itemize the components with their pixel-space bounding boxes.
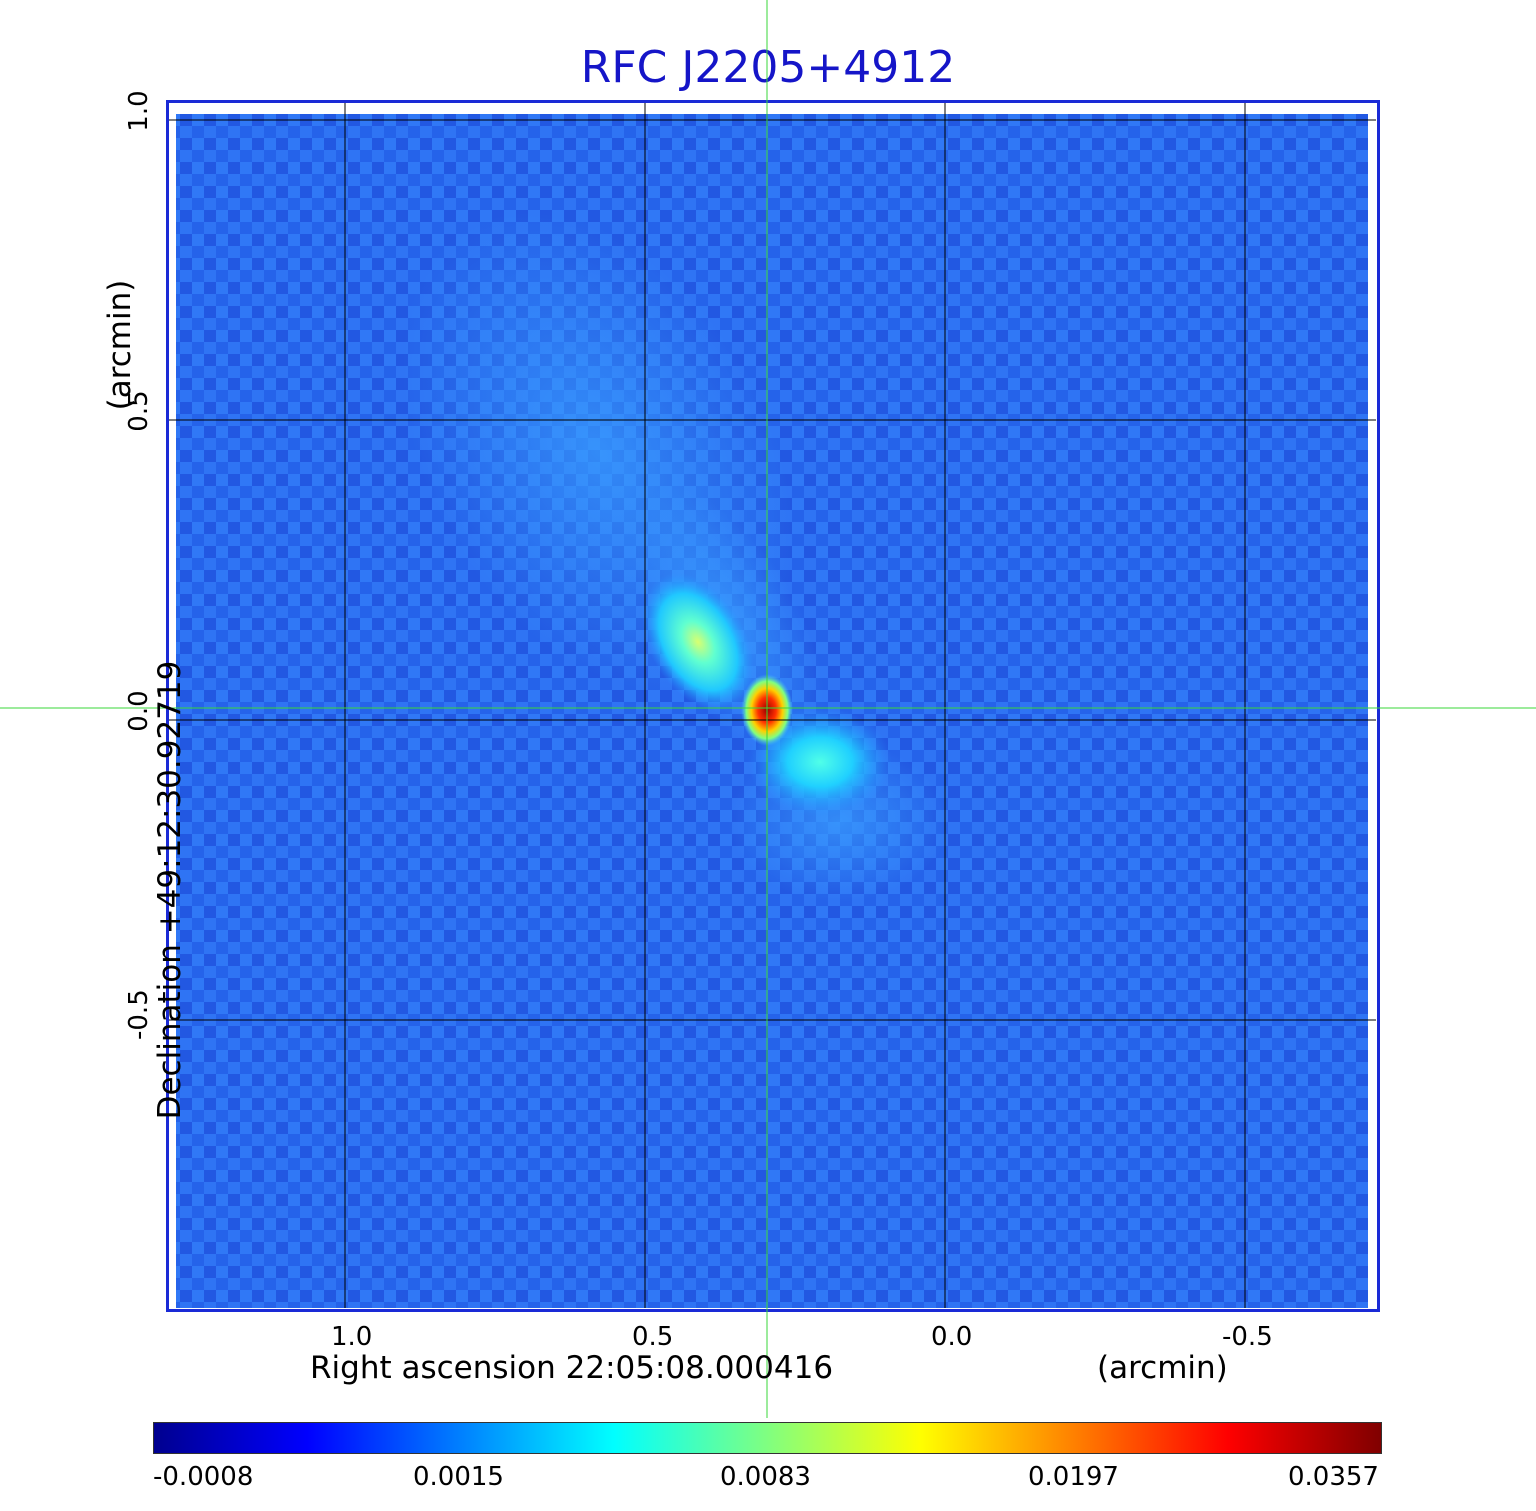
colorbar — [153, 1422, 1382, 1454]
x-tick-label: -0.5 — [1222, 1322, 1273, 1352]
x-tick-label: 0.0 — [931, 1322, 973, 1352]
coordinate-grid — [168, 102, 1376, 1308]
colorbar-label: 0.0015 — [413, 1462, 504, 1492]
core-source — [741, 674, 793, 746]
radio-sky-image — [168, 102, 1376, 1308]
image-edge — [168, 102, 176, 1308]
image-edge — [168, 102, 1376, 114]
colorbar-label: 0.0083 — [720, 1462, 811, 1492]
sky-map-svg — [168, 102, 1376, 1308]
x-tick-label: 0.5 — [632, 1322, 674, 1352]
x-tick-label: 1.0 — [331, 1322, 373, 1352]
colorbar-label: -0.0008 — [153, 1462, 254, 1492]
north-jet-blob — [642, 572, 754, 712]
colorbar-label: 0.0357 — [1288, 1462, 1379, 1492]
image-title: RFC J2205+4912 — [580, 42, 956, 93]
x-axis-label: Right ascension 22:05:08.000416 — [310, 1350, 834, 1386]
y-tick-label: 1.0 — [124, 90, 154, 132]
y-axis-label: Declination +49:12:30.92719 — [152, 660, 188, 1120]
y-axis-unit: (arcmin) — [102, 279, 138, 411]
x-axis-unit: (arcmin) — [1097, 1350, 1228, 1386]
colorbar-label: 0.0197 — [1028, 1462, 1119, 1492]
image-edge — [1368, 102, 1376, 1308]
